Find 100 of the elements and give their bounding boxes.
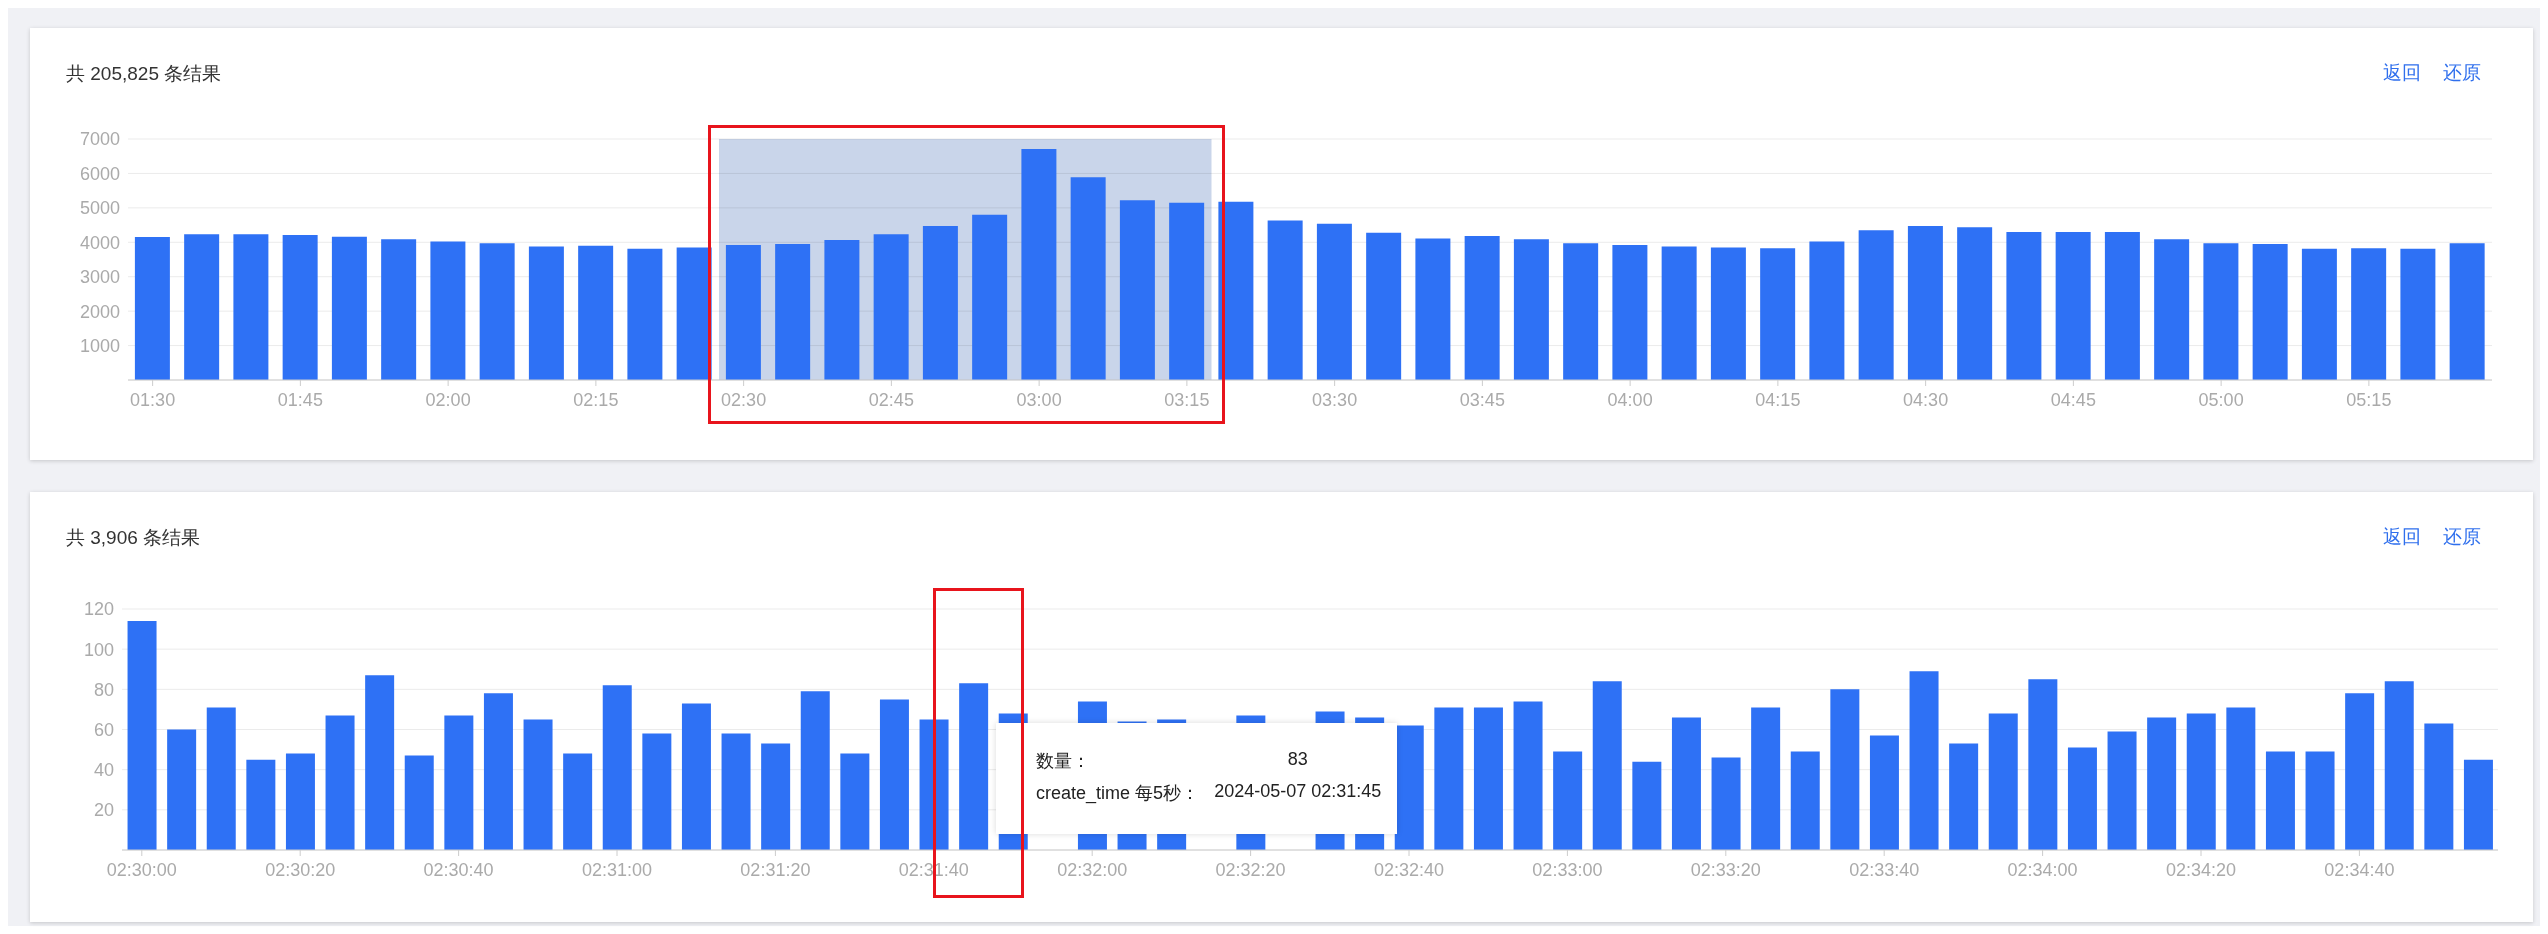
bar [483, 693, 513, 850]
bar [1671, 717, 1701, 850]
bar [1070, 177, 1106, 380]
x-tick-label: 02:32:20 [1215, 860, 1286, 880]
bar [2400, 248, 2436, 380]
bar [1858, 230, 1894, 380]
bar [1711, 757, 1741, 850]
bar [2104, 231, 2140, 380]
bar [879, 699, 909, 850]
bar [1119, 200, 1155, 380]
bar [1710, 247, 1746, 380]
bar [959, 683, 989, 850]
bar [430, 241, 466, 380]
bar [1169, 202, 1205, 380]
bar [676, 247, 712, 380]
x-tick-label: 02:32:40 [1373, 860, 1445, 880]
x-tick-label: 02:30:40 [423, 860, 494, 880]
x-tick-label: 04:15 [1755, 390, 1801, 410]
bar [1751, 707, 1781, 850]
bar [2265, 751, 2295, 850]
bar [325, 715, 355, 850]
x-tick-label: 03:15 [1164, 390, 1210, 410]
y-tick-label: 40 [93, 760, 114, 781]
y-tick-label: 100 [83, 639, 114, 660]
text: 返回 [2383, 525, 2421, 549]
bar [246, 759, 276, 850]
bar [1394, 725, 1424, 850]
bar [1563, 243, 1599, 380]
x-tick-label: 02:34:20 [2165, 860, 2237, 880]
x-tick-label: 02:31:00 [581, 860, 653, 880]
bar [761, 743, 791, 850]
bar [1473, 707, 1503, 850]
bar [1907, 226, 1943, 380]
bar [775, 244, 811, 380]
bar [1267, 220, 1303, 380]
x-tick-label: 03:30 [1312, 390, 1358, 410]
x-tick-label: 04:00 [1607, 390, 1653, 410]
bar [2345, 693, 2375, 850]
text: 还原 [2443, 525, 2481, 549]
bar [2252, 244, 2288, 380]
x-tick-label: 03:45 [1459, 390, 1505, 410]
bar [2067, 747, 2097, 850]
annotation: create_time 每5秒： [1036, 782, 1201, 805]
bar [404, 755, 434, 850]
x-tick-label: 02:45 [868, 390, 914, 410]
chart-title: 共 3,906 条结果 [66, 526, 201, 550]
x-tick-label: 04:45 [2050, 390, 2096, 410]
bar [627, 248, 663, 380]
bar [2186, 713, 2216, 850]
bar [206, 707, 236, 850]
bar [2154, 239, 2190, 380]
text: 还原 [2443, 61, 2481, 85]
bar [681, 703, 711, 850]
bar [2384, 681, 2414, 850]
bar [1464, 236, 1500, 380]
bar [2449, 243, 2485, 380]
bar [721, 733, 751, 850]
bar [1809, 241, 1845, 380]
bar [2055, 231, 2091, 380]
bar [184, 234, 220, 380]
bar [2351, 248, 2387, 380]
y-tick-label: 120 [83, 599, 114, 620]
bar [563, 753, 593, 850]
y-tick-label: 1000 [79, 335, 120, 356]
bar [365, 675, 395, 850]
bar [523, 719, 553, 850]
bar [578, 245, 614, 380]
bar [2006, 231, 2042, 380]
bar [233, 234, 269, 380]
chart-title: 共 205,825 条结果 [66, 62, 222, 86]
y-tick-label: 80 [93, 679, 114, 700]
bar [1316, 223, 1352, 380]
bar [1592, 681, 1622, 850]
x-tick-label: 05:15 [2346, 390, 2392, 410]
bar [1513, 239, 1549, 380]
bar [1661, 246, 1697, 380]
bar [800, 691, 830, 850]
y-tick-label: 7000 [79, 129, 120, 150]
bar [1553, 751, 1583, 850]
y-tick-label: 2000 [79, 301, 120, 322]
bar [1988, 713, 2018, 850]
x-tick-label: 02:31:20 [740, 860, 811, 880]
bar [2424, 723, 2454, 850]
bar [331, 236, 367, 380]
bar [167, 729, 197, 850]
x-tick-label: 01:30 [130, 390, 176, 410]
x-tick-label: 02:30:20 [265, 860, 336, 880]
bar [602, 685, 632, 850]
bar [824, 239, 860, 380]
x-tick-label: 02:30:00 [106, 860, 177, 880]
text: 返回 [2383, 61, 2421, 85]
bar [1949, 743, 1979, 850]
bar [285, 753, 315, 850]
bar [1760, 248, 1796, 380]
bar [381, 239, 417, 380]
y-tick-label: 4000 [79, 232, 120, 253]
x-tick-label: 02:33:20 [1690, 860, 1761, 880]
x-tick-label: 04:30 [1903, 390, 1949, 410]
bar [972, 214, 1008, 380]
x-tick-label: 02:33:40 [1849, 860, 1920, 880]
